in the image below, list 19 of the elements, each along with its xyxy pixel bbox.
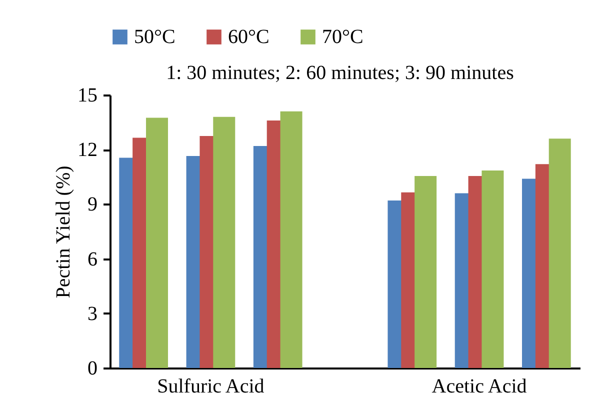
y-tick-label: 9 (88, 194, 98, 216)
y-tick-label: 12 (78, 139, 98, 162)
y-tick-label: 15 (78, 84, 98, 106)
bar (213, 116, 236, 368)
y-tick-label: 0 (88, 358, 98, 380)
y-axis-title: Pectin Yield (%) (52, 166, 74, 298)
legend-label: 70°C (322, 26, 364, 48)
bar (482, 170, 504, 368)
x-tick-label: Acetic Acid (432, 376, 527, 398)
bar (280, 111, 302, 368)
text: 1: 30 minutes; 2: 60 minutes; 3: 90 minutes (166, 62, 514, 84)
bar (146, 118, 168, 368)
y-tick-label: 6 (88, 248, 98, 270)
x-tick-label: Sulfuric Acid (157, 376, 264, 398)
y-tick-label: 3 (88, 302, 98, 325)
legend-label: 50°C (134, 26, 176, 48)
bar (414, 176, 437, 368)
legend-label: 60°C (228, 26, 270, 48)
bar (548, 138, 571, 368)
